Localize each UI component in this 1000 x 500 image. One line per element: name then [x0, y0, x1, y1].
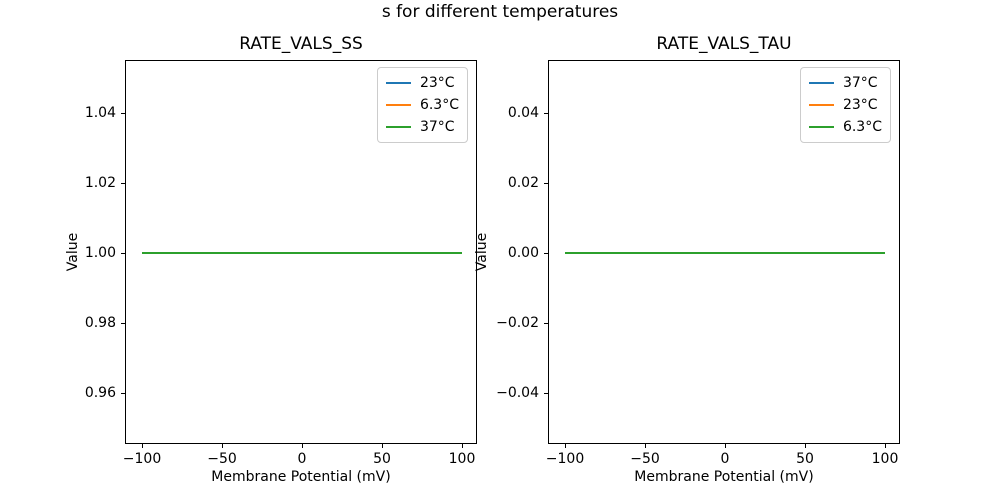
legend-label: 23°C	[419, 75, 455, 91]
y-tick-mark	[544, 183, 549, 184]
figure-suptitle: s for different temperatures	[381, 2, 619, 22]
y-tick-label: 1.04	[84, 105, 116, 121]
legend-label: 37°C	[842, 75, 878, 91]
legend-line-swatch	[808, 104, 834, 106]
y-tick-mark	[121, 113, 126, 114]
y-tick-label: −0.02	[496, 315, 539, 331]
x-tick-label: 50	[373, 451, 391, 467]
legend: 37°C 23°C 6.3°C	[799, 67, 891, 143]
legend-label: 23°C	[842, 97, 878, 113]
x-tick-mark	[805, 443, 806, 448]
x-tick-label: 100	[448, 451, 476, 467]
legend-label: 6.3°C	[419, 97, 459, 113]
y-tick-mark	[544, 393, 549, 394]
legend-label: 37°C	[419, 119, 455, 135]
x-tick-mark	[645, 443, 646, 448]
legend-entry: 6.3°C	[808, 117, 882, 137]
x-tick-mark	[725, 443, 726, 448]
y-tick-mark	[544, 253, 549, 254]
x-tick-label: −100	[122, 451, 162, 467]
x-tick-mark	[222, 443, 223, 448]
legend-line-swatch	[808, 82, 834, 84]
x-tick-label: −100	[545, 451, 585, 467]
x-tick-mark	[565, 443, 566, 448]
x-tick-mark	[382, 443, 383, 448]
y-tick-label: −0.04	[496, 385, 539, 401]
y-tick-mark	[544, 113, 549, 114]
x-tick-label: 0	[297, 451, 307, 467]
legend-line-swatch	[385, 104, 411, 106]
y-tick-mark	[544, 323, 549, 324]
legend-entry: 23°C	[385, 73, 459, 93]
y-tick-label: 1.00	[84, 245, 116, 261]
y-axis-label: Value	[474, 232, 490, 272]
x-tick-mark	[462, 443, 463, 448]
x-tick-mark	[885, 443, 886, 448]
legend-line-swatch	[385, 82, 411, 84]
axes-title: RATE_VALS_TAU	[656, 34, 792, 54]
x-tick-label: −50	[630, 451, 660, 467]
x-tick-label: 0	[720, 451, 730, 467]
legend-line-swatch	[385, 126, 411, 128]
y-tick-label: 0.96	[84, 385, 116, 401]
data-line	[142, 252, 462, 254]
x-tick-mark	[302, 443, 303, 448]
y-tick-mark	[121, 323, 126, 324]
x-tick-label: 50	[796, 451, 814, 467]
legend-entry: 6.3°C	[385, 95, 459, 115]
plot-area-rate-vals-ss: RATE_VALS_SS 1.04 1.02 1.00 0.98 0.96 −1…	[65, 34, 477, 485]
y-tick-label: 0.04	[507, 105, 539, 121]
x-axis-label: Membrane Potential (mV)	[211, 469, 391, 485]
y-tick-label: 0.02	[507, 175, 539, 191]
y-tick-mark	[121, 183, 126, 184]
legend-label: 6.3°C	[842, 119, 882, 135]
legend: 23°C 6.3°C 37°C	[376, 67, 468, 143]
x-tick-mark	[142, 443, 143, 448]
y-tick-label: 0.98	[84, 315, 116, 331]
y-tick-mark	[121, 393, 126, 394]
legend-entry: 23°C	[808, 95, 882, 115]
y-tick-label: 0.00	[507, 245, 539, 261]
legend-entry: 37°C	[808, 73, 882, 93]
axes-title: RATE_VALS_SS	[239, 34, 363, 54]
x-tick-label: 100	[871, 451, 899, 467]
x-tick-label: −50	[207, 451, 237, 467]
legend-line-swatch	[808, 126, 834, 128]
plot-area-rate-vals-tau: RATE_VALS_TAU 0.04 0.02 0.00 −0.02 −0.04…	[474, 34, 900, 485]
legend-entry: 37°C	[385, 117, 459, 137]
y-tick-label: 1.02	[84, 175, 116, 191]
x-axis-label: Membrane Potential (mV)	[634, 469, 814, 485]
y-axis-label: Value	[65, 232, 81, 272]
y-tick-mark	[121, 253, 126, 254]
data-line	[565, 252, 885, 254]
